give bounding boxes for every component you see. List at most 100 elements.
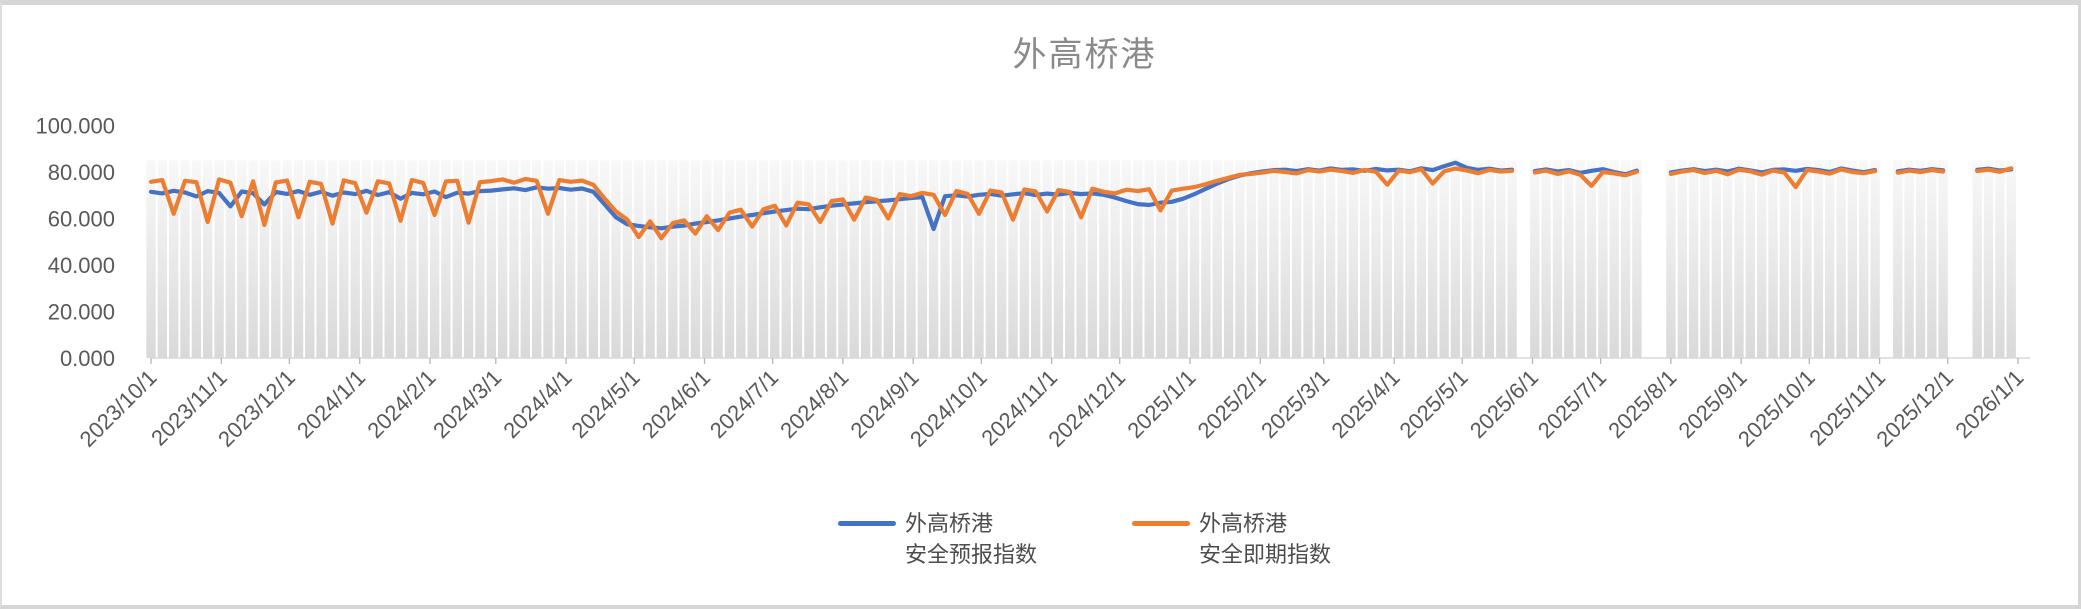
background-bars — [146, 158, 2016, 358]
background-bar — [407, 160, 417, 358]
background-bar — [1269, 160, 1279, 358]
background-bar — [327, 160, 338, 358]
x-axis-label: 2025/1/1 — [1122, 365, 1200, 443]
background-bar — [1586, 160, 1597, 358]
background-bar — [543, 160, 553, 358]
background-bar — [1893, 160, 1903, 358]
background-bar — [1620, 160, 1631, 358]
background-bar — [894, 160, 905, 358]
background-bar — [974, 160, 984, 358]
background-bar — [1734, 160, 1744, 358]
x-axis-label: 2024/8/1 — [775, 365, 853, 443]
background-bar — [1076, 160, 1086, 358]
x-axis-label: 2024/3/1 — [428, 365, 506, 443]
background-bar — [1155, 160, 1166, 358]
background-bar — [373, 160, 383, 358]
background-bar — [475, 160, 485, 358]
background-bar — [1836, 160, 1846, 358]
background-bar — [214, 160, 224, 358]
background-bar — [1609, 160, 1619, 358]
background-bar — [1825, 160, 1835, 358]
background-bar — [1144, 160, 1154, 358]
background-bar — [815, 160, 825, 358]
x-axis-label: 2025/7/1 — [1533, 365, 1611, 443]
background-bar — [611, 160, 621, 358]
background-bar — [248, 160, 258, 358]
background-bar — [634, 160, 644, 358]
x-axis-label: 2024/1/1 — [292, 365, 370, 443]
background-bar — [963, 160, 973, 358]
x-axis-label: 2025/2/1 — [1193, 365, 1271, 443]
background-bar — [532, 160, 542, 358]
background-bar — [1496, 160, 1506, 358]
background-bar — [1541, 160, 1551, 358]
forecast-line-swatch — [837, 521, 896, 526]
background-bar — [1666, 160, 1676, 358]
background-bar — [1700, 160, 1710, 358]
background-bar — [1530, 160, 1540, 358]
plot-area: 2023/10/12023/11/12023/12/12024/1/12024/… — [35, 114, 2030, 452]
legend-label-forecast: 外高桥港 安全预报指数 — [905, 508, 1037, 570]
background-bar — [1983, 160, 1994, 358]
background-bar — [384, 160, 394, 358]
background-bar — [1791, 160, 1801, 358]
background-bar — [1552, 160, 1563, 358]
background-bar — [997, 160, 1007, 358]
x-axis-label: 2024/6/1 — [637, 365, 715, 443]
background-bar — [1802, 160, 1812, 358]
background-bar — [1450, 158, 1461, 358]
background-bar — [1201, 160, 1211, 358]
background-bar — [316, 160, 326, 358]
background-bar — [1722, 160, 1733, 358]
background-bar — [1348, 160, 1358, 358]
background-bar — [985, 160, 996, 358]
background-bar — [271, 160, 281, 358]
background-bar — [645, 160, 655, 358]
background-bar — [1223, 160, 1234, 358]
background-bar — [1416, 160, 1427, 358]
background-bar — [1087, 160, 1098, 358]
background-bar — [747, 160, 757, 358]
background-bar — [1133, 160, 1143, 358]
spot-line-swatch — [1132, 521, 1190, 526]
chart-title: 外高桥港 — [1012, 36, 1157, 74]
background-bar — [1360, 160, 1370, 358]
background-bar — [1405, 160, 1415, 358]
background-bar — [554, 160, 564, 358]
background-bar — [668, 160, 678, 358]
background-bar — [1473, 160, 1483, 358]
x-axis-label: 2024/5/1 — [567, 365, 645, 443]
background-bar — [928, 160, 939, 358]
background-bar — [1915, 160, 1926, 358]
background-bar — [1632, 160, 1642, 358]
x-axis-label: 2024/2/1 — [362, 365, 440, 443]
background-bar — [1042, 160, 1052, 358]
background-bar — [452, 160, 462, 358]
legend-item-spot[interactable]: 外高桥港 安全即期指数 — [1132, 508, 1331, 570]
background-bar — [1575, 160, 1585, 358]
background-bar — [951, 160, 961, 358]
background-bar — [1768, 160, 1778, 358]
background-bar — [169, 160, 179, 358]
background-bar — [1439, 160, 1449, 358]
x-axis-label: 2025/3/1 — [1256, 365, 1334, 443]
background-bar — [1757, 160, 1767, 358]
background-bar — [1246, 160, 1256, 358]
background-bar — [1110, 160, 1120, 358]
background-bar — [1927, 160, 1937, 358]
x-axis-label: 2024/4/1 — [498, 365, 576, 443]
legend-label-spot-line2: 安全即期指数 — [1199, 542, 1332, 567]
background-bar — [792, 160, 803, 358]
x-axis-label: 2025/5/1 — [1395, 365, 1473, 443]
background-bar — [883, 160, 893, 358]
background-bar — [849, 160, 859, 358]
background-bar — [497, 160, 508, 358]
background-bar — [293, 160, 304, 358]
legend: 外高桥港 安全预报指数 外高桥港 安全即期指数 — [151, 508, 2018, 570]
background-bar — [225, 160, 236, 358]
legend-item-forecast[interactable]: 外高桥港 安全预报指数 — [837, 508, 1037, 570]
background-bar — [1314, 160, 1324, 358]
background-bar — [1212, 160, 1222, 358]
x-axis-label: 2024/7/1 — [705, 365, 783, 443]
